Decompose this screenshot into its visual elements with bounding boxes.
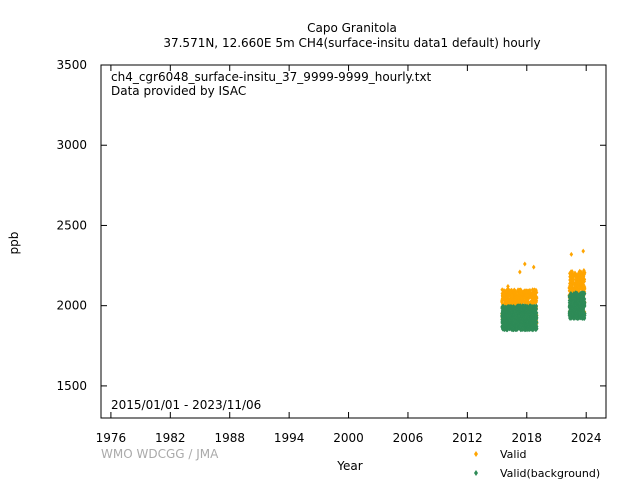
x-tick-label-3: 1994 [274,431,305,445]
credit-label: WMO WDCGG / JMA [101,447,219,461]
point-valid [582,270,587,276]
point-valid [575,286,580,292]
y-tick-label-4: 3500 [56,58,87,72]
point-valid [581,282,586,288]
point-valid [506,291,511,297]
point-background [534,325,539,331]
y-tick-label-0: 1500 [56,379,87,393]
point-background [534,306,538,312]
legend-background-label: Valid(background) [500,467,600,480]
point-valid [502,288,506,294]
x-tick-label-8: 2024 [571,431,602,445]
point-background [522,303,526,309]
point-background [531,326,536,332]
chart-subtitle: 37.571N, 12.660E 5m CH4(surface-insitu d… [163,36,540,50]
x-axis-ticks: 1976 1982 1988 1994 2000 2006 2012 2018 2024 [96,65,602,445]
chart-title: Capo Granitola [307,21,397,35]
point-background [525,303,529,309]
point-valid-outlier [518,269,522,275]
date-range-label: 2015/01/01 - 2023/11/06 [111,398,261,412]
point-background [508,317,513,323]
point-valid-outlier [506,283,510,289]
x-tick-label-2: 1988 [214,431,245,445]
point-background [582,311,587,317]
legend-valid-label: Valid [500,448,527,461]
point-background [582,315,587,321]
x-tick-label-6: 2012 [452,431,483,445]
legend: Valid Valid(background) [474,448,600,480]
provider-label: Data provided by ISAC [111,84,246,98]
point-valid [534,289,539,295]
point-valid [569,287,573,293]
point-background [534,319,539,325]
point-background [581,308,586,314]
point-background [534,303,539,309]
y-tick-label-3: 3000 [56,138,87,152]
point-valid [528,290,533,296]
data-points [500,248,587,333]
y-tick-label-2: 2500 [56,218,87,232]
point-valid-outlier [531,264,536,270]
point-valid [524,292,529,298]
point-background [521,325,526,331]
x-axis-label: Year [336,459,362,473]
point-valid [512,287,517,293]
legend-background-marker [474,470,478,476]
x-tick-label-1: 1982 [155,431,186,445]
plot-frame [100,64,607,419]
point-valid-outlier [523,261,527,267]
point-valid [502,295,506,301]
point-valid-outlier [581,248,586,254]
point-valid [534,298,539,304]
legend-valid-marker [474,451,478,457]
point-valid [519,296,523,302]
file-label: ch4_cgr6048_surface-insitu_37_9999-9999_… [111,70,432,84]
point-background [518,303,523,309]
point-background [516,307,520,313]
x-tick-label-5: 2006 [393,431,424,445]
point-background [582,296,587,302]
y-axis-ticks: 1500 2000 2500 3000 3500 [56,58,606,393]
point-valid [531,300,536,306]
x-tick-label-7: 2018 [512,431,543,445]
x-tick-label-4: 2000 [333,431,364,445]
point-background [582,290,587,296]
point-valid [534,295,539,301]
point-valid [519,287,523,293]
point-background [534,310,539,316]
point-valid-outlier [569,251,574,257]
y-tick-label-1: 2000 [56,299,87,313]
point-background [534,315,539,321]
point-background [504,320,509,326]
y-axis-label: ppb [7,232,21,255]
point-background [582,300,587,306]
point-valid [582,286,587,292]
point-valid [582,276,587,282]
point-valid [528,287,532,293]
x-tick-label-0: 1976 [96,431,127,445]
